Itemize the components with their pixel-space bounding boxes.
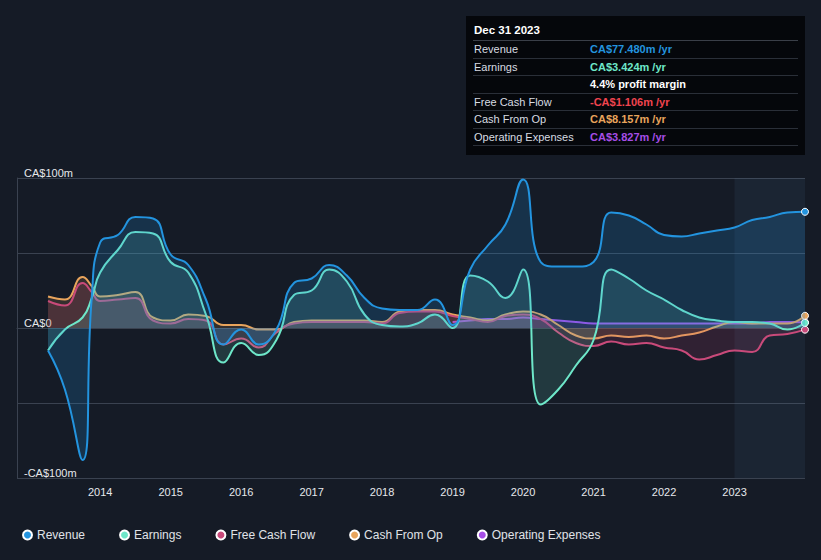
svg-text:Free Cash Flow: Free Cash Flow — [230, 528, 315, 542]
svg-text:-CA$100m: -CA$100m — [24, 467, 77, 479]
html-text:-CA$1.106m /yr: -CA$1.106m /yr — [590, 95, 670, 108]
svg-text:CA$100m: CA$100m — [24, 167, 73, 179]
svg-text:Cash From Op: Cash From Op — [364, 528, 443, 542]
svg-text:2019: 2019 — [440, 486, 464, 498]
html-text:Revenue: Revenue — [474, 43, 518, 55]
svg-text:2023: 2023 — [722, 486, 746, 498]
html-text:Earnings: Earnings — [474, 60, 518, 73]
svg-text:CA$0: CA$0 — [24, 317, 52, 329]
html-text:Operating Expenses: Operating Expenses — [474, 130, 574, 143]
html-text:Dec 31 2023: Dec 31 2023 — [474, 24, 540, 36]
html-text:Free Cash Flow: Free Cash Flow — [474, 95, 552, 108]
svg-text:Earnings: Earnings — [134, 528, 181, 542]
svg-text:2015: 2015 — [158, 486, 182, 498]
svg-text:2014: 2014 — [88, 486, 112, 498]
html-text:4.4% profit margin: 4.4% profit margin — [590, 78, 686, 90]
html-text:CA$3.424m /yr: CA$3.424m /yr — [590, 60, 666, 73]
html-text:Cash From Op: Cash From Op — [474, 113, 547, 125]
html-text:CA$77.480m /yr: CA$77.480m /yr — [590, 43, 672, 55]
svg-text:2021: 2021 — [581, 486, 605, 498]
html-text:CA$3.827m /yr: CA$3.827m /yr — [590, 130, 666, 143]
svg-text:2016: 2016 — [229, 486, 253, 498]
svg-text:2018: 2018 — [370, 486, 394, 498]
svg-text:Operating Expenses: Operating Expenses — [492, 528, 601, 542]
svg-text:2017: 2017 — [299, 486, 323, 498]
svg-text:2022: 2022 — [652, 486, 676, 498]
html-text:CA$8.157m /yr: CA$8.157m /yr — [590, 113, 666, 125]
svg-text:2020: 2020 — [511, 486, 535, 498]
svg-text:Revenue: Revenue — [37, 528, 85, 542]
